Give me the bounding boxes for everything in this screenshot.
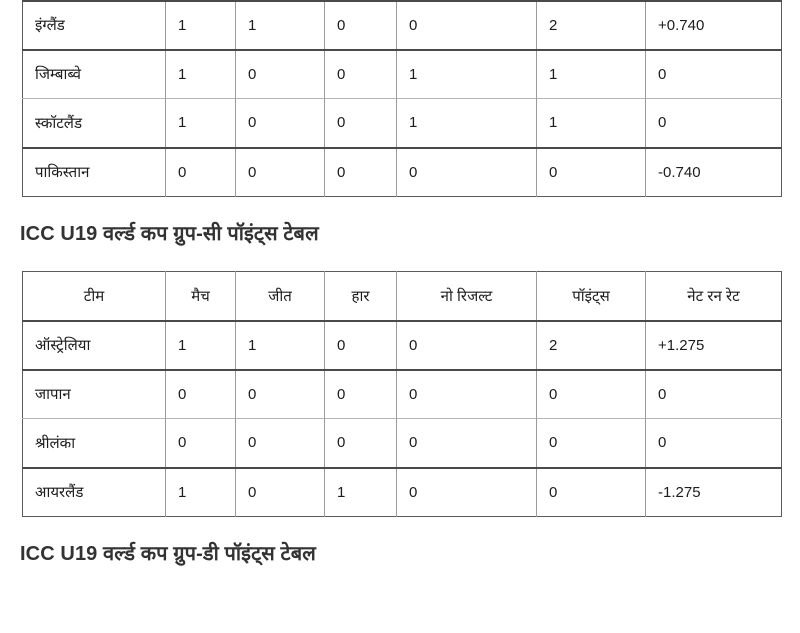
column-header-nrr: नेट रन रेट bbox=[645, 271, 782, 322]
column-header-match: मैच bbox=[165, 271, 236, 322]
cell-points: 0 bbox=[536, 146, 646, 197]
cell-points: 1 bbox=[536, 98, 646, 148]
table-row: स्कॉटलैंड 1 0 0 1 1 0 bbox=[22, 98, 782, 148]
cell-nrr: 0 bbox=[645, 48, 782, 99]
cell-win: 1 bbox=[235, 0, 325, 50]
cell-nrr: +0.740 bbox=[645, 0, 782, 50]
cell-team: इंग्लैंड bbox=[22, 0, 166, 50]
cell-team: जिम्बाब्वे bbox=[22, 48, 166, 99]
cell-match: 1 bbox=[165, 0, 236, 50]
cell-team: आयरलैंड bbox=[22, 466, 166, 517]
table-row: ऑस्ट्रेलिया 1 1 0 0 2 +1.275 bbox=[22, 320, 782, 370]
table-row: श्रीलंका 0 0 0 0 0 0 bbox=[22, 418, 782, 468]
cell-points: 2 bbox=[536, 320, 646, 370]
cell-team: पाकिस्तान bbox=[22, 146, 166, 197]
cell-win: 0 bbox=[235, 48, 325, 99]
column-header-points: पॉइंट्स bbox=[536, 271, 646, 322]
table-row: पाकिस्तान 0 0 0 0 0 -0.740 bbox=[22, 146, 782, 197]
table-header-row: टीम मैच जीत हार नो रिजल्ट पॉइंट्स नेट रन… bbox=[22, 271, 782, 322]
cell-no-result: 0 bbox=[396, 418, 537, 468]
column-header-win: जीत bbox=[235, 271, 325, 322]
table-row: जिम्बाब्वे 1 0 0 1 1 0 bbox=[22, 48, 782, 99]
cell-nrr: 0 bbox=[645, 418, 782, 468]
table-row: आयरलैंड 1 0 1 0 0 -1.275 bbox=[22, 466, 782, 517]
cell-loss: 0 bbox=[324, 0, 397, 50]
cell-no-result: 1 bbox=[396, 98, 537, 148]
cell-points: 0 bbox=[536, 466, 646, 517]
cell-win: 0 bbox=[235, 146, 325, 197]
group-c-table-container: टीम मैच जीत हार नो रिजल्ट पॉइंट्स नेट रन… bbox=[0, 271, 800, 517]
group-c-heading-block: ICC U19 वर्ल्ड कप ग्रुप-सी पॉइंट्स टेबल bbox=[0, 197, 800, 271]
group-b-table-container: टीम मैच जीत हार नो रिजल्ट पॉइंट्स नेट रन… bbox=[0, 0, 800, 197]
cell-loss: 0 bbox=[324, 320, 397, 370]
cell-win: 0 bbox=[235, 418, 325, 468]
cell-points: 2 bbox=[536, 0, 646, 50]
group-d-heading: ICC U19 वर्ल्ड कप ग्रुप-डी पॉइंट्स टेबल bbox=[20, 543, 316, 565]
cell-no-result: 0 bbox=[396, 368, 537, 419]
cell-loss: 0 bbox=[324, 368, 397, 419]
cell-nrr: -0.740 bbox=[645, 146, 782, 197]
cell-win: 0 bbox=[235, 368, 325, 419]
cell-points: 0 bbox=[536, 368, 646, 419]
group-b-points-table: टीम मैच जीत हार नो रिजल्ट पॉइंट्स नेट रन… bbox=[22, 0, 782, 197]
group-c-points-table: टीम मैच जीत हार नो रिजल्ट पॉइंट्स नेट रन… bbox=[22, 271, 782, 517]
cell-nrr: 0 bbox=[645, 98, 782, 148]
cell-team: श्रीलंका bbox=[22, 418, 166, 468]
cell-nrr: 0 bbox=[645, 368, 782, 419]
cell-match: 0 bbox=[165, 146, 236, 197]
cell-team: ऑस्ट्रेलिया bbox=[22, 320, 166, 370]
column-header-no-result: नो रिजल्ट bbox=[396, 271, 537, 322]
page-content: टीम मैच जीत हार नो रिजल्ट पॉइंट्स नेट रन… bbox=[0, 0, 800, 591]
cell-match: 1 bbox=[165, 466, 236, 517]
cell-team: स्कॉटलैंड bbox=[22, 98, 166, 148]
cell-loss: 1 bbox=[324, 466, 397, 517]
cell-loss: 0 bbox=[324, 48, 397, 99]
cell-loss: 0 bbox=[324, 418, 397, 468]
cell-win: 0 bbox=[235, 98, 325, 148]
group-d-heading-block: ICC U19 वर्ल्ड कप ग्रुप-डी पॉइंट्स टेबल bbox=[0, 517, 800, 591]
cell-win: 0 bbox=[235, 466, 325, 517]
table-row: जापान 0 0 0 0 0 0 bbox=[22, 368, 782, 419]
cell-no-result: 0 bbox=[396, 320, 537, 370]
cell-loss: 0 bbox=[324, 146, 397, 197]
cell-points: 1 bbox=[536, 48, 646, 99]
cell-nrr: -1.275 bbox=[645, 466, 782, 517]
column-header-team: टीम bbox=[22, 271, 166, 322]
cell-no-result: 1 bbox=[396, 48, 537, 99]
cell-no-result: 0 bbox=[396, 0, 537, 50]
cell-win: 1 bbox=[235, 320, 325, 370]
cell-match: 1 bbox=[165, 320, 236, 370]
cell-nrr: +1.275 bbox=[645, 320, 782, 370]
column-header-loss: हार bbox=[324, 271, 397, 322]
cell-match: 1 bbox=[165, 48, 236, 99]
cell-match: 0 bbox=[165, 368, 236, 419]
cell-no-result: 0 bbox=[396, 466, 537, 517]
cell-points: 0 bbox=[536, 418, 646, 468]
cell-match: 0 bbox=[165, 418, 236, 468]
cell-no-result: 0 bbox=[396, 146, 537, 197]
group-c-heading: ICC U19 वर्ल्ड कप ग्रुप-सी पॉइंट्स टेबल bbox=[20, 223, 319, 245]
cell-match: 1 bbox=[165, 98, 236, 148]
cell-team: जापान bbox=[22, 368, 166, 419]
table-row: इंग्लैंड 1 1 0 0 2 +0.740 bbox=[22, 0, 782, 50]
cell-loss: 0 bbox=[324, 98, 397, 148]
